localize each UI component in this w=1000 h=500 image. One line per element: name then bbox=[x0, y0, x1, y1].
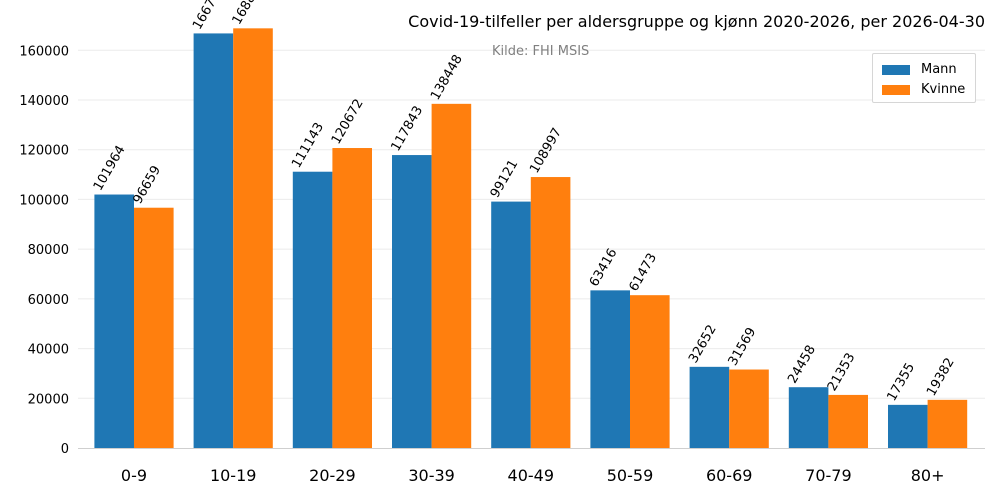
data-label: 111143 bbox=[289, 120, 327, 170]
x-tick-label: 70-79 bbox=[805, 466, 852, 485]
legend-swatch-mann bbox=[882, 64, 910, 75]
y-tick-label: 120000 bbox=[19, 144, 69, 159]
bar-kvinne-80+ bbox=[927, 399, 968, 448]
data-label: 31569 bbox=[726, 325, 760, 368]
data-label: 101964 bbox=[91, 143, 129, 193]
bar-kvinne-20-29 bbox=[332, 148, 372, 448]
bar-kvinne-30-39 bbox=[431, 103, 472, 448]
bar-kvinne-70-79 bbox=[828, 394, 868, 448]
x-axis: 0-9 10-19 20-29 30-39 40-49 50-59 60-69 70-79 80… bbox=[78, 448, 985, 485]
legend-label-mann: Mann bbox=[921, 62, 957, 77]
y-tick-label: 60000 bbox=[28, 293, 69, 308]
x-tick-label: 0-9 bbox=[121, 466, 147, 485]
legend-item-mann: Mann bbox=[882, 62, 957, 77]
x-tick-label: 40-49 bbox=[508, 466, 555, 485]
y-tick-label: 140000 bbox=[19, 94, 69, 109]
x-tick-label: 80+ bbox=[911, 466, 945, 485]
data-label: 63416 bbox=[587, 246, 621, 289]
y-tick-label: 0 bbox=[61, 442, 69, 457]
y-tick-label: 80000 bbox=[28, 243, 69, 258]
data-label: 17355 bbox=[884, 361, 918, 404]
bar-kvinne-0-9 bbox=[134, 207, 174, 448]
data-label: 21353 bbox=[825, 351, 859, 394]
bar-mann-80+ bbox=[888, 404, 928, 448]
data-label: 19382 bbox=[924, 356, 958, 399]
data-label: 117843 bbox=[388, 104, 426, 154]
bar-mann-10-19 bbox=[193, 33, 234, 448]
data-label: 32652 bbox=[686, 323, 720, 366]
legend-item-kvinne: Kvinne bbox=[882, 82, 965, 97]
y-tick-label: 20000 bbox=[28, 392, 69, 407]
data-label: 96659 bbox=[130, 163, 164, 206]
data-label: 61473 bbox=[626, 251, 660, 294]
bar-kvinne-40-49 bbox=[530, 177, 571, 449]
x-tick-label: 10-19 bbox=[210, 466, 257, 485]
y-tick-label: 160000 bbox=[19, 44, 69, 59]
bars bbox=[94, 28, 968, 449]
y-axis: 0 20000 40000 60000 80000 100000 120000 140000 1… bbox=[19, 44, 69, 457]
bar-mann-40-49 bbox=[491, 201, 531, 448]
chart-subtitle: Kilde: FHI MSIS bbox=[492, 44, 590, 59]
data-label: 99121 bbox=[488, 157, 522, 200]
x-tick-label: 30-39 bbox=[408, 466, 455, 485]
x-tick-label: 20-29 bbox=[309, 466, 356, 485]
bar-mann-30-39 bbox=[392, 155, 432, 448]
x-tick-label: 60-69 bbox=[706, 466, 753, 485]
y-tick-label: 100000 bbox=[19, 193, 69, 208]
data-label: 108997 bbox=[527, 126, 565, 176]
x-tick-label: 50-59 bbox=[607, 466, 654, 485]
bar-mann-60-69 bbox=[689, 366, 730, 448]
bar-kvinne-10-19 bbox=[233, 28, 273, 449]
data-label: 168819 bbox=[230, 0, 268, 27]
data-label: 166775 bbox=[190, 0, 228, 32]
bar-mann-0-9 bbox=[94, 194, 134, 448]
data-label: 138448 bbox=[428, 52, 466, 102]
bar-mann-70-79 bbox=[788, 387, 829, 448]
legend: Mann Kvinne bbox=[872, 53, 976, 103]
bar-mann-50-59 bbox=[590, 290, 630, 448]
chart-title: Covid-19-tilfeller per aldersgruppe og k… bbox=[408, 12, 985, 31]
legend-swatch-kvinne bbox=[882, 84, 910, 95]
bar-mann-20-29 bbox=[292, 171, 333, 448]
y-tick-label: 40000 bbox=[28, 343, 69, 358]
data-label: 24458 bbox=[785, 343, 819, 386]
bar-kvinne-50-59 bbox=[630, 295, 670, 448]
bar-kvinne-60-69 bbox=[729, 369, 769, 448]
data-label: 120672 bbox=[329, 97, 367, 147]
legend-label-kvinne: Kvinne bbox=[921, 82, 966, 97]
